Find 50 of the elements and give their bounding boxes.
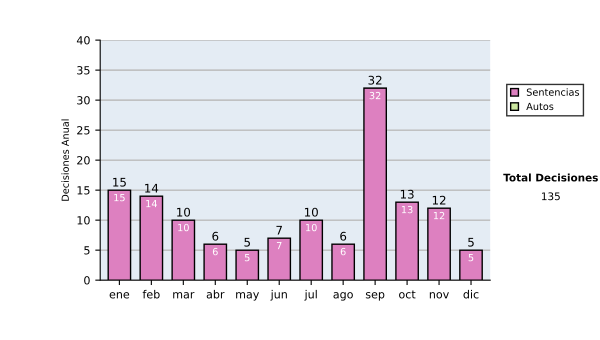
x-tick-label: ago [333, 292, 353, 301]
x-tick-label: mar [173, 292, 194, 298]
total-label: 12 [432, 196, 446, 204]
data-label: 6 [212, 248, 218, 256]
y-tick-label: 30 [77, 96, 90, 105]
y-tick-label: 20 [77, 156, 90, 165]
legend-label: Autos [526, 102, 554, 110]
total-label: 13 [400, 190, 414, 199]
x-tick-label: oct [399, 290, 416, 298]
data-label: 6 [340, 248, 346, 256]
data-label: 5 [244, 254, 250, 262]
x-tick-label: abr [206, 290, 224, 298]
y-tick-label: 10 [78, 216, 90, 225]
data-label: 10 [178, 224, 189, 232]
total-label: 6 [212, 232, 218, 241]
text: 135 [542, 192, 560, 200]
data-label: 7 [276, 242, 282, 250]
data-label: 15 [114, 194, 125, 202]
x-tick-label: jun [270, 290, 287, 301]
total-label: 6 [340, 232, 346, 241]
x-tick-label: dic [464, 290, 478, 298]
total-label: 14 [145, 184, 158, 192]
total-label: 7 [276, 226, 282, 234]
total-label: 5 [244, 238, 250, 247]
x-tick-label: jul [304, 290, 317, 301]
data-label: 5 [468, 254, 474, 262]
y-tick-label: 0 [84, 276, 90, 285]
text: Total Decisiones [503, 173, 598, 182]
y-axis-title: Decisiones Anual [61, 119, 69, 201]
x-tick-label: nov [430, 292, 449, 298]
legend-label: Sentencias [526, 88, 580, 96]
x-tick-label: may [236, 292, 260, 301]
data-label: 10 [306, 224, 317, 232]
y-tick-label: 25 [77, 126, 90, 135]
y-tick-label: 15 [78, 186, 90, 195]
total-label: 10 [304, 208, 318, 217]
y-tick-label: 40 [76, 36, 90, 44]
data-label: 14 [146, 200, 157, 208]
y-tick-label: 35 [77, 66, 90, 75]
x-tick-label: ene [110, 292, 130, 298]
total-label: 15 [113, 178, 126, 187]
data-label: 32 [370, 92, 380, 100]
x-tick-label: feb [142, 290, 160, 298]
data-label: 13 [402, 206, 412, 214]
total-label: 10 [177, 208, 190, 217]
total-label: 32 [368, 76, 382, 85]
total-label: 5 [468, 238, 474, 247]
x-tick-label: sep [366, 292, 384, 301]
data-label: 12 [434, 212, 444, 220]
y-tick-label: 5 [84, 246, 90, 255]
